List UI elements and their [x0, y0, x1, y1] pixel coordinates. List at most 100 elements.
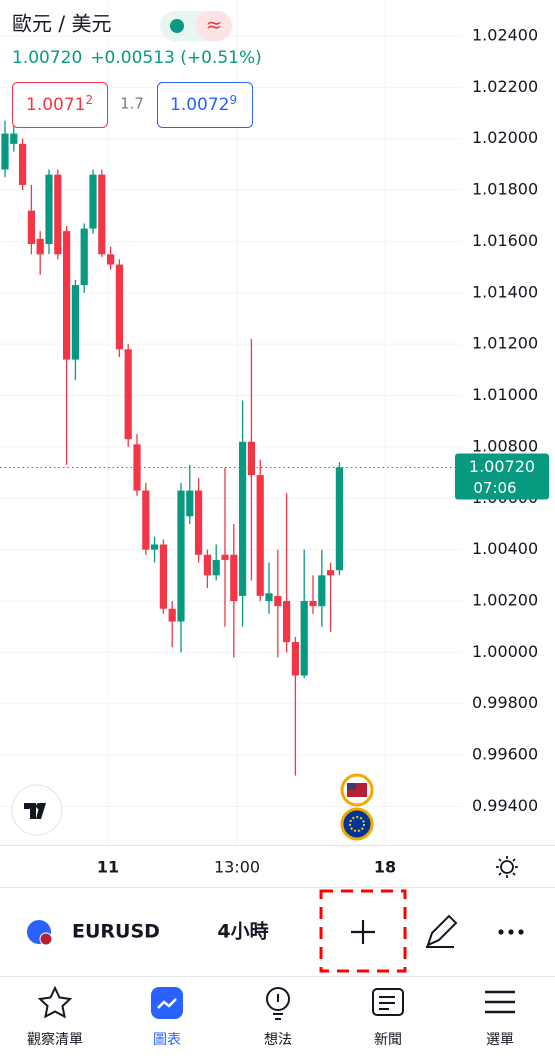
candle-body	[142, 490, 150, 550]
candle-body	[45, 174, 53, 244]
candle-body	[195, 490, 203, 555]
ask-button[interactable]	[157, 82, 253, 128]
candle-body	[283, 601, 291, 643]
tv-logo-dot	[36, 803, 42, 809]
candle-body	[98, 174, 106, 255]
candle-body	[27, 210, 35, 244]
highlight-box	[319, 889, 407, 973]
ask: 1.00729	[170, 93, 237, 116]
market-open-dot	[170, 19, 184, 33]
candle-body	[89, 174, 97, 229]
candle-body	[186, 490, 194, 517]
quote: 1.00720 +0.00513 (+0.51%)	[12, 48, 262, 68]
candle-body	[54, 174, 62, 255]
candle-body	[203, 554, 211, 576]
tv-logo[interactable]	[11, 784, 63, 836]
y-tick-label: 1.01200	[472, 334, 538, 353]
y-tick-label: 1.02200	[472, 77, 538, 96]
x-tick-label: 11	[97, 858, 119, 877]
candle-body	[256, 475, 264, 596]
candle-body	[221, 554, 229, 560]
bid: 1.00712	[26, 93, 93, 116]
nav-label: 新聞	[374, 1032, 402, 1048]
candle-body	[177, 490, 185, 622]
candle-body	[115, 264, 123, 350]
candle-body	[230, 554, 238, 602]
candle-body	[274, 595, 282, 607]
candle-body	[318, 575, 326, 607]
ideas-glyph	[273, 994, 283, 1020]
candle-body	[239, 441, 247, 596]
toolbar-symbol[interactable]: EURUSD	[72, 921, 160, 943]
nav-label: 圖表	[153, 1032, 181, 1048]
y-tick-label: 1.00400	[472, 539, 538, 558]
candle-body	[107, 254, 115, 265]
us-flag-canton	[347, 783, 356, 790]
ask-pip: 9	[229, 93, 237, 107]
x-tick-label: 13:00	[214, 858, 260, 877]
y-tick-label: 1.01600	[472, 231, 538, 250]
toolbar-interval[interactable]: 4小時	[217, 921, 268, 943]
symbol-name: 歐元 / 美元	[12, 12, 111, 36]
y-tick-label: 0.99400	[472, 796, 538, 815]
candle-body	[10, 133, 18, 144]
candle-body	[19, 143, 27, 185]
countdown-label: 07:06	[473, 479, 516, 497]
candle-body	[1, 133, 9, 170]
bid-pip: 2	[85, 93, 93, 107]
candle-body	[212, 559, 220, 576]
candle-body	[265, 593, 273, 602]
y-tick-label: 0.99600	[472, 745, 538, 764]
y-tick-label: 1.01000	[472, 385, 538, 404]
ideas-icon[interactable]	[266, 987, 290, 1011]
spread: 1.7	[120, 95, 144, 113]
add-button[interactable]	[351, 920, 375, 944]
y-tick-label: 1.00200	[472, 591, 538, 610]
candle-body	[133, 444, 141, 491]
eu-flag-event[interactable]	[340, 807, 374, 841]
candle-body	[71, 285, 79, 360]
y-tick-label: 0.99800	[472, 693, 538, 712]
eu-stars	[349, 816, 365, 832]
candle-body	[291, 642, 299, 676]
y-tick-label: 1.01800	[472, 180, 538, 199]
nav-label: 想法	[264, 1032, 292, 1048]
last-price-tag	[455, 453, 549, 500]
price: 1.00720	[12, 48, 82, 68]
change: +0.00513 (+0.51%)	[90, 48, 261, 68]
y-tick-label: 1.01400	[472, 282, 538, 301]
status-pill-right	[196, 11, 232, 41]
settings-icon[interactable]	[496, 856, 518, 878]
candle-body	[124, 349, 132, 440]
nav-label: 選單	[486, 1032, 514, 1048]
candle-body	[80, 228, 88, 286]
candle-body	[300, 601, 308, 676]
candle-body	[159, 544, 167, 609]
candle-body	[247, 441, 255, 476]
ask-price: 1.0072	[170, 95, 229, 115]
bid-button[interactable]	[12, 82, 108, 128]
chart-tab-glyph	[157, 998, 177, 1009]
candle-body	[63, 231, 71, 360]
symbol-icon-us	[39, 932, 53, 946]
more-button[interactable]	[498, 929, 524, 935]
y-tick-label: 1.00800	[472, 436, 538, 455]
y-tick-label: 1.02400	[472, 25, 538, 44]
candle-body	[309, 601, 317, 607]
x-tick-label: 18	[374, 858, 396, 877]
nav: 觀察清單 圖表 想法 新聞 選單	[27, 1031, 514, 1048]
bid-price: 1.0071	[26, 95, 85, 115]
delayed-icon: ≈	[206, 13, 223, 37]
draw-button[interactable]	[426, 914, 458, 948]
y-tick-label: 1.02000	[472, 128, 538, 147]
news-icon[interactable]	[372, 988, 404, 1016]
menu-icon[interactable]	[485, 990, 515, 1014]
chart: 11 13:00 18 1.02400 1.02200 1.02000 1.01800 1.0…	[0, 0, 549, 877]
candle-body	[168, 608, 176, 622]
nav-label: 觀察清單	[27, 1031, 83, 1048]
news-glyph	[379, 996, 395, 1010]
last-price-label: 1.00720	[469, 457, 535, 476]
candle-body	[335, 467, 343, 571]
watchlist-icon[interactable]	[37, 985, 73, 1019]
